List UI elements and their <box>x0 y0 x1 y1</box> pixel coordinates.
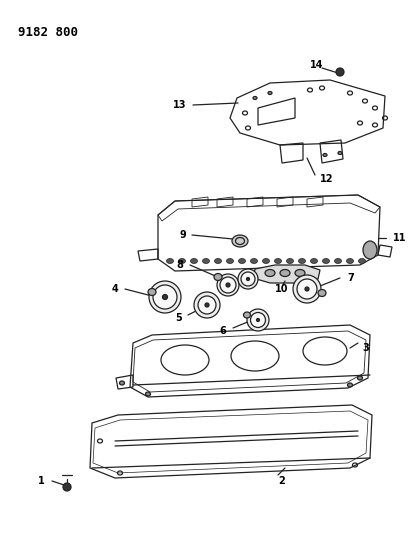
Text: 9182 800: 9182 800 <box>18 26 78 39</box>
Ellipse shape <box>226 283 230 287</box>
Ellipse shape <box>347 383 353 387</box>
Ellipse shape <box>243 312 250 318</box>
Ellipse shape <box>305 287 309 291</box>
Ellipse shape <box>120 381 125 385</box>
Ellipse shape <box>220 277 236 293</box>
Text: 14: 14 <box>310 60 324 70</box>
Ellipse shape <box>336 68 344 76</box>
Ellipse shape <box>363 241 377 259</box>
Ellipse shape <box>280 270 290 277</box>
Text: 7: 7 <box>347 273 354 283</box>
Ellipse shape <box>265 270 275 277</box>
Ellipse shape <box>338 151 342 155</box>
Ellipse shape <box>318 289 326 296</box>
Ellipse shape <box>162 295 168 300</box>
Ellipse shape <box>153 285 177 309</box>
Text: 6: 6 <box>219 326 226 336</box>
Ellipse shape <box>148 288 156 295</box>
Ellipse shape <box>178 259 185 263</box>
Ellipse shape <box>263 259 270 263</box>
Ellipse shape <box>256 319 259 321</box>
Ellipse shape <box>310 259 318 263</box>
Ellipse shape <box>335 259 342 263</box>
Ellipse shape <box>217 274 239 296</box>
Ellipse shape <box>214 273 222 280</box>
Text: 5: 5 <box>175 313 182 323</box>
Ellipse shape <box>238 269 258 289</box>
Ellipse shape <box>253 96 257 100</box>
Ellipse shape <box>232 235 248 247</box>
Text: 11: 11 <box>393 233 406 243</box>
Text: 10: 10 <box>275 284 289 294</box>
Text: 3: 3 <box>362 343 369 353</box>
Ellipse shape <box>323 259 330 263</box>
Ellipse shape <box>145 392 150 396</box>
Text: 2: 2 <box>279 476 285 486</box>
Ellipse shape <box>149 281 181 313</box>
Ellipse shape <box>241 272 255 286</box>
Ellipse shape <box>358 259 365 263</box>
Text: 1: 1 <box>38 476 45 486</box>
Ellipse shape <box>293 275 321 303</box>
Ellipse shape <box>250 259 258 263</box>
Ellipse shape <box>295 270 305 277</box>
Ellipse shape <box>247 278 249 280</box>
Ellipse shape <box>297 279 317 299</box>
Ellipse shape <box>358 376 363 380</box>
Ellipse shape <box>215 259 222 263</box>
Ellipse shape <box>191 259 198 263</box>
Text: 13: 13 <box>173 100 186 110</box>
Ellipse shape <box>166 259 173 263</box>
Text: 8: 8 <box>176 260 183 270</box>
Ellipse shape <box>203 259 210 263</box>
Ellipse shape <box>346 259 353 263</box>
Ellipse shape <box>250 312 266 327</box>
Ellipse shape <box>275 259 282 263</box>
Text: 9: 9 <box>179 230 186 240</box>
Ellipse shape <box>247 309 269 331</box>
Polygon shape <box>253 265 320 283</box>
Ellipse shape <box>63 483 71 491</box>
Ellipse shape <box>198 296 216 314</box>
Text: 4: 4 <box>111 284 118 294</box>
Ellipse shape <box>226 259 233 263</box>
Ellipse shape <box>298 259 305 263</box>
Ellipse shape <box>323 154 327 157</box>
Ellipse shape <box>268 92 272 94</box>
Text: 12: 12 <box>320 174 333 184</box>
Ellipse shape <box>194 292 220 318</box>
Ellipse shape <box>286 259 293 263</box>
Ellipse shape <box>238 259 245 263</box>
Ellipse shape <box>205 303 209 307</box>
